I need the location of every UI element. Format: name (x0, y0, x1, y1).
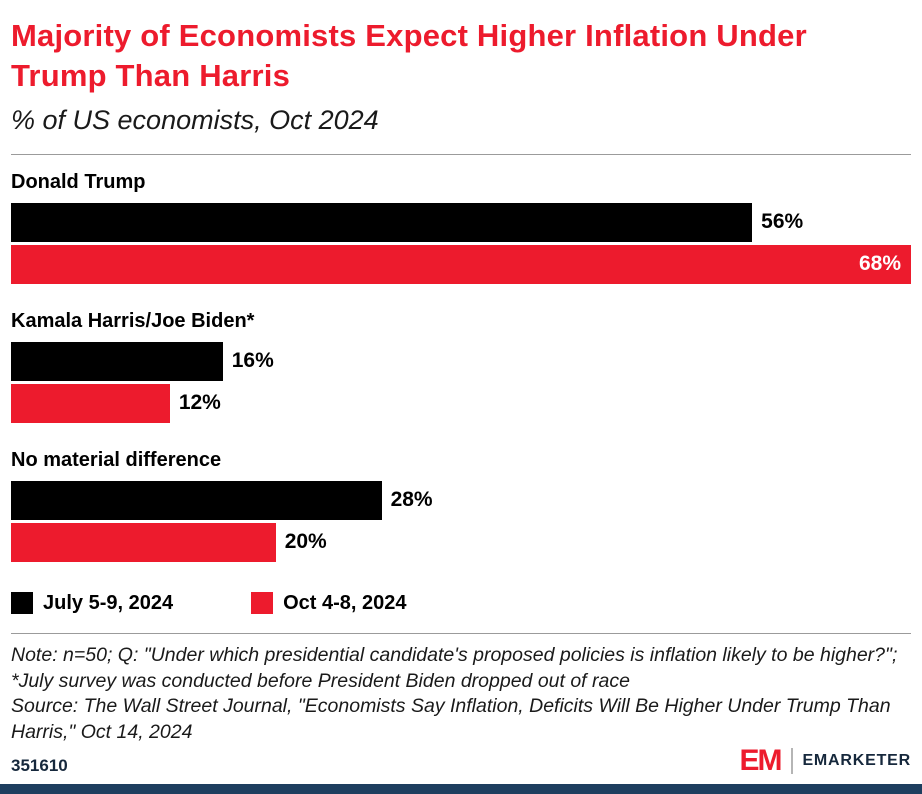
top-divider (11, 153, 911, 155)
value-label: 68% (858, 252, 901, 276)
note-text: Note: n=50; Q: "Under which presidential… (11, 643, 898, 692)
value-label: 16% (231, 349, 274, 373)
value-label: 28% (390, 488, 433, 512)
legend: July 5-9, 2024 Oct 4-8, 2024 (11, 592, 911, 615)
value-label: 12% (178, 391, 221, 415)
bar-july (11, 480, 382, 520)
bar-group: Kamala Harris/Joe Biden* 16% 12% (11, 310, 911, 423)
legend-item: Oct 4-8, 2024 (251, 591, 407, 615)
bar-july (11, 202, 753, 242)
chart-title: Majority of Economists Expect Higher Inf… (11, 18, 807, 94)
chart-subtitle: % of US economists, Oct 2024 (11, 104, 379, 135)
chart-id: 351610 (11, 756, 68, 776)
bar-groups: Donald Trump 56% 68% Kamala Harris/Joe Bide… (11, 157, 911, 588)
footer-navy-strip (0, 784, 922, 794)
bar-row: 16% (11, 341, 911, 381)
bar-oct (11, 522, 276, 562)
bar-oct: 68% (11, 244, 911, 284)
bar-row: 12% (11, 383, 911, 423)
bar-oct (11, 383, 170, 423)
legend-item: July 5-9, 2024 (11, 592, 173, 615)
category-label: No material difference (11, 448, 222, 471)
bar-group: No material difference 28% 20% (11, 449, 911, 562)
bar-row: 20% (11, 522, 911, 562)
note-divider (11, 632, 911, 634)
emarketer-em-icon: EM (739, 744, 782, 778)
category-label: Donald Trump (11, 170, 146, 193)
category-label: Kamala Harris/Joe Biden* (11, 309, 255, 332)
bar-july (11, 341, 223, 381)
legend-swatch-icon (251, 592, 274, 615)
brand-logo: EM EMARKETER (739, 746, 911, 776)
bar-row: 28% (11, 480, 911, 520)
note-block: Note: n=50; Q: "Under which presidential… (11, 643, 911, 747)
bar-group: Donald Trump 56% 68% (11, 171, 911, 284)
bar-row: 68% (11, 244, 911, 284)
legend-label: Oct 4-8, 2024 (283, 591, 407, 614)
brand-separator (791, 748, 794, 775)
bottom-row: 351610 EM EMARKETER (11, 746, 911, 784)
legend-swatch-icon (11, 592, 33, 615)
bar-row: 56% (11, 202, 911, 242)
value-label: 20% (284, 530, 327, 554)
brand-name: EMARKETER (802, 752, 911, 770)
legend-label: July 5-9, 2024 (43, 591, 174, 614)
source-text: Source: The Wall Street Journal, "Econom… (11, 695, 891, 744)
value-label: 56% (761, 210, 804, 234)
